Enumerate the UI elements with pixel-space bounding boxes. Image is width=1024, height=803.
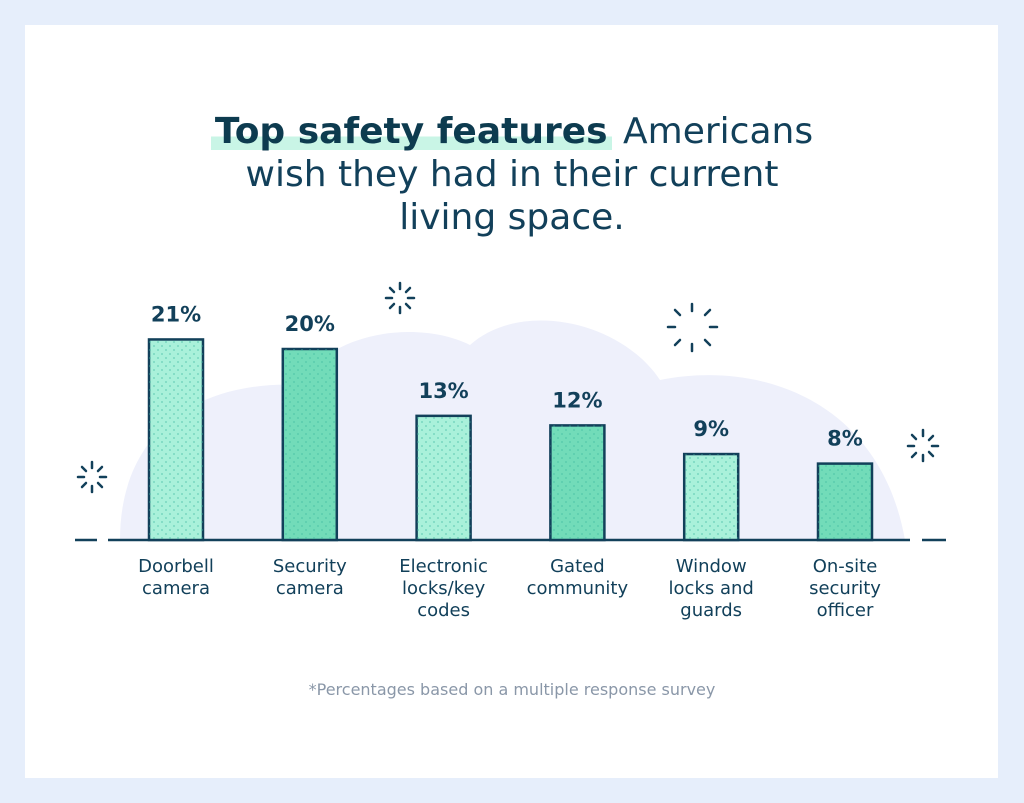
value-label: 20% — [285, 312, 335, 336]
sparkles — [76, 281, 940, 494]
value-label: 12% — [552, 388, 602, 412]
category-label: On-site security officer — [809, 556, 881, 621]
value-label: 13% — [418, 379, 468, 403]
bar-texture — [282, 349, 337, 540]
value-label: 21% — [151, 302, 201, 326]
title-rest: Americans wish they had in their current… — [245, 111, 814, 238]
bar-texture — [416, 415, 471, 540]
value-label: 8% — [827, 427, 863, 451]
category-label: Doorbell camera — [138, 556, 214, 599]
category-label: Window locks and guards — [668, 556, 754, 621]
value-label: 9% — [693, 417, 729, 441]
category-label: Gated community — [526, 556, 629, 599]
bar-texture — [149, 339, 203, 540]
chart-title: Top safety features Americans wish they … — [200, 110, 824, 239]
bar-texture — [684, 454, 739, 540]
category-label: Security camera — [272, 556, 347, 599]
bar-texture — [818, 463, 872, 540]
cloud-background — [120, 320, 905, 540]
bar-texture — [550, 425, 605, 540]
title-highlight: Top safety features — [210, 111, 612, 152]
category-label: Electronic locks/key codes — [399, 556, 488, 621]
footnote: *Percentages based on a multiple respons… — [308, 680, 716, 699]
